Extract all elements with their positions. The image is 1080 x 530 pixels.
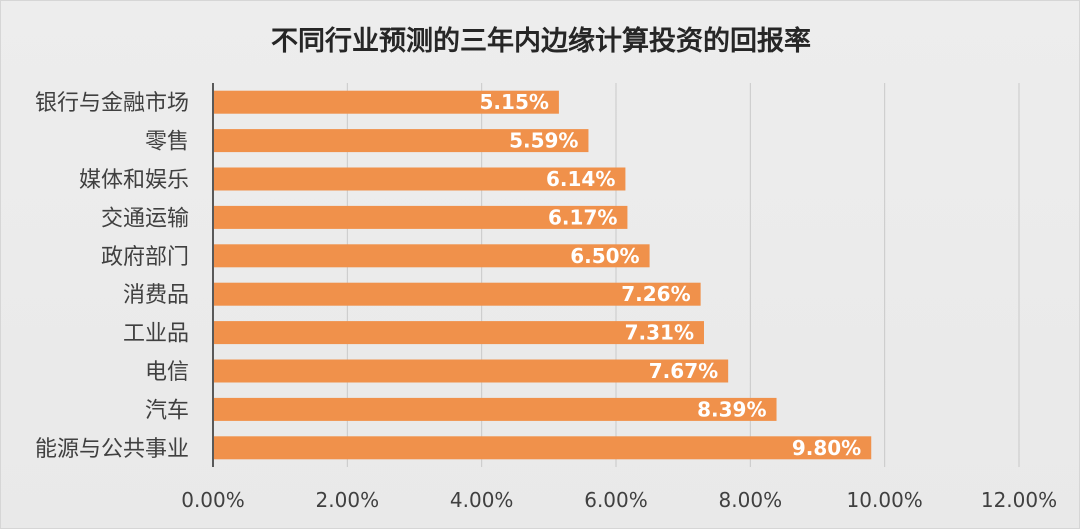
bar — [213, 436, 872, 460]
category-label: 银行与金融市场 — [35, 91, 189, 116]
category-label: 电信 — [145, 360, 189, 385]
data-label: 7.67% — [649, 359, 718, 383]
data-label: 9.80% — [792, 436, 861, 460]
x-tick-label: 8.00% — [719, 488, 783, 512]
bar — [213, 244, 650, 268]
category-label: 工业品 — [123, 322, 189, 347]
data-label: 7.31% — [625, 321, 694, 345]
category-label: 零售 — [145, 130, 189, 155]
category-label: 政府部门 — [101, 245, 189, 270]
bar — [213, 129, 589, 153]
bar — [213, 90, 559, 114]
data-label: 5.59% — [509, 129, 578, 153]
category-label: 汽车 — [145, 398, 189, 423]
chart-title: 不同行业预测的三年内边缘计算投资的回报率 — [271, 26, 811, 57]
category-label: 交通运输 — [101, 206, 189, 231]
x-tick-label: 6.00% — [584, 488, 648, 512]
data-label: 5.15% — [480, 90, 549, 114]
data-label: 8.39% — [697, 397, 766, 421]
x-tick-label: 2.00% — [316, 488, 380, 512]
bar — [213, 167, 626, 191]
bar — [213, 359, 729, 383]
data-label: 6.17% — [548, 205, 617, 229]
data-label: 6.14% — [546, 167, 615, 191]
bar — [213, 321, 704, 345]
bar — [213, 205, 628, 229]
data-label: 6.50% — [570, 244, 639, 268]
category-label: 媒体和娱乐 — [79, 168, 189, 193]
bar — [213, 282, 701, 306]
x-tick-label: 4.00% — [450, 488, 514, 512]
category-label: 能源与公共事业 — [35, 437, 189, 462]
data-label: 7.26% — [621, 282, 690, 306]
bar — [213, 397, 777, 421]
category-label: 消费品 — [123, 283, 189, 308]
x-tick-label: 12.00% — [981, 488, 1057, 512]
x-tick-label: 10.00% — [847, 488, 923, 512]
x-tick-label: 0.00% — [181, 488, 245, 512]
